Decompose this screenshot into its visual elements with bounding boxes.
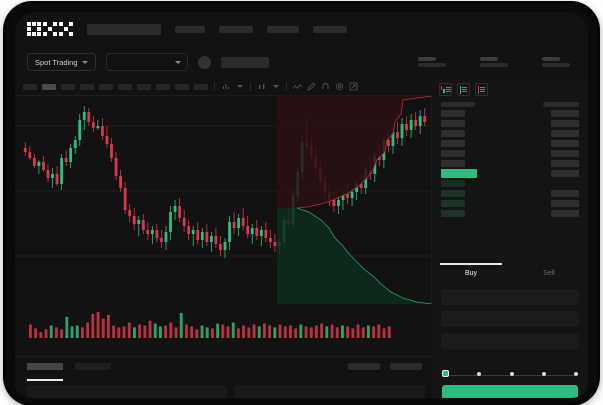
order-book-mode-buttons bbox=[432, 78, 588, 101]
slider-mark[interactable] bbox=[574, 371, 578, 376]
last-price-value bbox=[220, 56, 269, 68]
orders-panel bbox=[15, 356, 432, 403]
market-header: Spot Trading bbox=[15, 46, 588, 78]
ob-mode-both-icon[interactable] bbox=[439, 83, 452, 96]
buy-sell-tab-list: Buy Sell bbox=[432, 263, 588, 283]
tablet-device-frame: Spot Trading bbox=[6, 4, 597, 403]
place-buy-order-button[interactable] bbox=[442, 385, 578, 400]
trendline-icon[interactable] bbox=[293, 82, 302, 91]
active-tab-underline bbox=[27, 379, 63, 381]
search-input[interactable] bbox=[87, 23, 161, 35]
timeframe-button-10[interactable] bbox=[194, 83, 208, 90]
nav-item-3[interactable] bbox=[267, 25, 299, 33]
timeframe-button-3[interactable] bbox=[61, 83, 75, 90]
order-book-spread-row bbox=[441, 169, 579, 178]
stat-label bbox=[542, 57, 560, 61]
candlestick-chart[interactable] bbox=[15, 96, 432, 304]
settings-gear-icon[interactable] bbox=[335, 82, 344, 91]
timeframe-button-4[interactable] bbox=[80, 83, 94, 90]
slider-track bbox=[446, 375, 575, 376]
toolbar-divider bbox=[214, 82, 215, 91]
tab-assets[interactable] bbox=[348, 363, 380, 370]
slider-mark[interactable] bbox=[509, 371, 514, 376]
timeframe-button-2[interactable] bbox=[42, 83, 56, 90]
top-navigation-bar bbox=[15, 12, 588, 46]
market-stat-3 bbox=[542, 57, 570, 67]
timeframe-button-5[interactable] bbox=[99, 83, 113, 90]
order-book-panel bbox=[432, 78, 588, 263]
magnet-icon[interactable] bbox=[321, 82, 330, 91]
order-book-ask-row[interactable] bbox=[441, 150, 579, 157]
assets-content-area bbox=[235, 385, 425, 403]
okx-logo-icon[interactable] bbox=[27, 22, 73, 36]
order-book-rows bbox=[432, 110, 588, 217]
order-price-field[interactable] bbox=[441, 289, 579, 305]
app-screen: Spot Trading bbox=[15, 12, 588, 403]
ob-col-price bbox=[441, 102, 475, 107]
chart-toolbar bbox=[15, 78, 432, 96]
amount-percent-slider[interactable] bbox=[442, 370, 578, 377]
nav-item-4[interactable] bbox=[313, 25, 347, 33]
order-book-ask-row[interactable] bbox=[441, 140, 579, 147]
slider-mark[interactable] bbox=[541, 371, 546, 376]
token-avatar-icon bbox=[197, 55, 211, 69]
order-book-ask-row[interactable] bbox=[441, 160, 579, 167]
fullscreen-icon[interactable] bbox=[349, 82, 358, 91]
trading-pair-select[interactable] bbox=[105, 53, 188, 71]
order-book-header bbox=[432, 101, 588, 110]
market-stat-2 bbox=[480, 57, 508, 67]
volume-bars bbox=[29, 312, 391, 338]
chart-style-icon[interactable] bbox=[257, 82, 266, 91]
slider-mark[interactable] bbox=[477, 371, 482, 376]
stat-value bbox=[542, 63, 570, 67]
stat-value bbox=[480, 63, 508, 67]
volume-chart bbox=[15, 304, 432, 356]
tab-sell[interactable]: Sell bbox=[543, 270, 555, 277]
order-amount-field[interactable] bbox=[441, 311, 579, 327]
depth-chart-overlay bbox=[277, 96, 432, 304]
order-book-ask-row[interactable] bbox=[441, 120, 579, 127]
chevron-down-icon bbox=[174, 60, 181, 64]
orders-content-area bbox=[27, 385, 227, 403]
orders-tab-list bbox=[15, 357, 432, 370]
toolbar-divider bbox=[286, 82, 287, 91]
tab-order-history[interactable] bbox=[75, 363, 111, 370]
market-type-select[interactable]: Spot Trading bbox=[27, 53, 96, 71]
indicator-dropdown-icon[interactable] bbox=[221, 82, 230, 91]
market-stat-1 bbox=[418, 57, 446, 67]
orders-right-tabs bbox=[348, 363, 422, 370]
nav-item-2[interactable] bbox=[219, 25, 253, 33]
ob-mode-asks-icon[interactable] bbox=[475, 83, 488, 96]
nav-item-1[interactable] bbox=[175, 25, 205, 33]
tab-buy[interactable]: Buy bbox=[432, 263, 510, 283]
chart-style-dropdown-icon[interactable] bbox=[271, 82, 280, 91]
timeframe-button-9[interactable] bbox=[175, 83, 189, 90]
order-total-field[interactable] bbox=[441, 333, 579, 349]
order-book-bid-row[interactable] bbox=[441, 190, 579, 197]
slider-handle[interactable] bbox=[442, 370, 449, 377]
toolbar-divider bbox=[250, 82, 251, 91]
tab-positions[interactable] bbox=[390, 363, 422, 370]
chart-type-dropdown-icon[interactable] bbox=[235, 82, 244, 91]
tab-open-orders[interactable] bbox=[27, 363, 63, 370]
order-book-bid-row[interactable] bbox=[441, 200, 579, 207]
order-book-ask-row[interactable] bbox=[441, 110, 579, 117]
ob-mode-bids-icon[interactable] bbox=[457, 83, 470, 96]
stat-value bbox=[418, 63, 446, 67]
stat-label bbox=[418, 57, 436, 61]
timeframe-button-7[interactable] bbox=[137, 83, 151, 90]
ob-col-amount bbox=[543, 102, 579, 107]
timeframe-button-8[interactable] bbox=[156, 83, 170, 90]
timeframe-button-6[interactable] bbox=[118, 83, 132, 90]
pencil-icon[interactable] bbox=[307, 82, 316, 91]
order-book-ask-row[interactable] bbox=[441, 130, 579, 137]
timeframe-button-1[interactable] bbox=[23, 83, 37, 90]
order-book-bid-row[interactable] bbox=[441, 210, 579, 217]
order-fields bbox=[432, 283, 588, 355]
trade-form-panel: Buy Sell bbox=[432, 263, 588, 403]
market-type-label: Spot Trading bbox=[35, 57, 78, 67]
order-book-bid-row[interactable] bbox=[441, 180, 579, 187]
chevron-down-icon bbox=[81, 60, 88, 64]
stat-label bbox=[480, 57, 498, 61]
